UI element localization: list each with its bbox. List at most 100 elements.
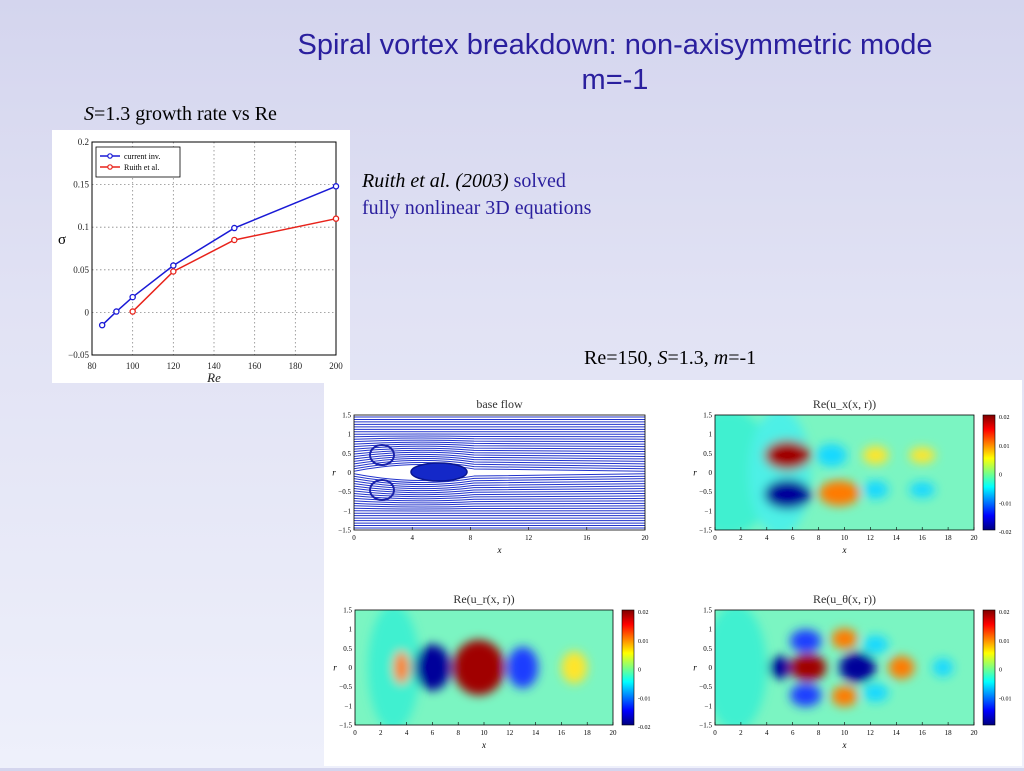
y-tick-label: −1.5 [339, 722, 352, 730]
data-point [114, 309, 119, 314]
x-tick-label: 12 [525, 534, 533, 542]
ut-field [705, 604, 974, 731]
colorbar-tick-label: -0.02 [638, 725, 651, 731]
contour-blob [863, 635, 889, 653]
y-tick-label: 0.1 [78, 222, 89, 232]
x-tick-label: 200 [329, 361, 343, 371]
contour-blob [863, 446, 889, 464]
x-tick-label: 14 [532, 729, 540, 737]
data-point [232, 237, 237, 242]
panel-title: Re(u_r(x, r)) [453, 592, 514, 606]
x-tick-label: 4 [410, 534, 414, 542]
x-axis-label: x [842, 545, 847, 555]
x-tick-label: 8 [817, 729, 821, 737]
y-tick-label: 1.5 [703, 607, 712, 615]
y-tick-label: 1.5 [343, 607, 352, 615]
y-tick-label: −1.5 [338, 527, 351, 535]
slide-title: Spiral vortex breakdown: non-axisymmetri… [225, 28, 1005, 98]
reference-note: Ruith et al. (2003) solved fully nonline… [362, 168, 591, 222]
contour-blob [909, 447, 935, 463]
colorbar-tick-label: 0.01 [999, 639, 1010, 645]
data-point [333, 184, 338, 189]
colorbar-tick-label: -0.01 [999, 501, 1012, 507]
x-axis-label: x [497, 545, 502, 555]
y-axis-label: r [333, 663, 337, 673]
x-tick-label: 4 [405, 729, 409, 737]
y-tick-label: −1 [705, 702, 713, 710]
contour-blob [933, 658, 954, 676]
y-tick-label: 1 [348, 431, 352, 439]
x-tick-label: 20 [971, 729, 979, 737]
contour-blob [889, 656, 915, 679]
y-tick-label: 0.5 [342, 450, 351, 458]
y-tick-label: 0 [349, 664, 353, 672]
contour-blob [764, 479, 811, 509]
x-tick-label: 8 [817, 534, 821, 542]
contour-blob [832, 628, 858, 649]
base-flow-field [354, 415, 645, 530]
panel-title: Re(u_x(x, r)) [813, 397, 876, 411]
x-tick-label: 10 [841, 729, 849, 737]
x-tick-label: 8 [469, 534, 473, 542]
x-tick-label: 8 [456, 729, 460, 737]
contour-blob [705, 604, 767, 731]
panel-title: Re(u_θ(x, r)) [813, 592, 876, 606]
y-tick-label: 0.5 [703, 645, 712, 653]
y-tick-label: 0 [85, 307, 90, 317]
ux-colorbar: 0.020.010-0.01-0.02 [983, 415, 1012, 536]
contour-blob [769, 656, 790, 679]
colorbar-tick-label: -0.01 [999, 696, 1012, 702]
x-tick-label: 2 [739, 729, 743, 737]
contour-blob [414, 645, 450, 691]
legend-marker [108, 165, 112, 169]
y-tick-label: −1 [705, 507, 713, 515]
y-tick-label: −0.5 [699, 488, 712, 496]
colorbar [983, 415, 995, 530]
x-tick-label: 20 [642, 534, 650, 542]
y-tick-label: −0.05 [68, 350, 89, 360]
contour-blob [790, 630, 821, 653]
panel-title: base flow [476, 397, 523, 411]
data-point [130, 294, 135, 299]
contour-blob [816, 444, 847, 467]
ur-colorbar: 0.020.010-0.01-0.02 [622, 610, 651, 731]
ur-field [355, 604, 613, 731]
contour-blob [749, 409, 811, 536]
y-tick-label: 0.2 [78, 137, 89, 147]
y-tick-label: −1.5 [699, 722, 712, 730]
reference-citation: Ruith et al. (2003) [362, 170, 509, 192]
y-axis-label: r [332, 468, 336, 478]
y-tick-label: 1 [349, 626, 353, 634]
x-tick-label: 0 [713, 534, 717, 542]
x-tick-label: 4 [765, 534, 769, 542]
colorbar-tick-label: 0.02 [638, 610, 649, 616]
x-tick-label: 20 [610, 729, 618, 737]
x-tick-label: 2 [739, 534, 743, 542]
colorbar-tick-label: -0.02 [999, 530, 1012, 536]
x-tick-label: 18 [584, 729, 592, 737]
x-tick-label: 6 [791, 534, 795, 542]
x-tick-label: 0 [713, 729, 717, 737]
y-axis-label: r [693, 468, 697, 478]
x-axis-label: Re [206, 370, 221, 383]
y-tick-label: −1.5 [699, 527, 712, 535]
x-tick-label: 12 [867, 729, 875, 737]
colorbar-tick-label: 0 [999, 668, 1002, 674]
x-tick-label: 16 [919, 534, 927, 542]
y-tick-label: 0 [348, 469, 352, 477]
colorbar [622, 610, 634, 725]
x-tick-label: 14 [893, 729, 901, 737]
colorbar-tick-label: 0.01 [999, 444, 1010, 450]
x-tick-label: 100 [126, 361, 140, 371]
contour-blob [909, 482, 935, 498]
y-axis-label: r [693, 663, 697, 673]
y-tick-label: −0.5 [338, 488, 351, 496]
x-tick-label: 16 [558, 729, 566, 737]
data-point [100, 323, 105, 328]
y-tick-label: 0.15 [73, 180, 89, 190]
x-tick-label: 2 [379, 729, 383, 737]
y-axis-label: σ [58, 232, 66, 248]
